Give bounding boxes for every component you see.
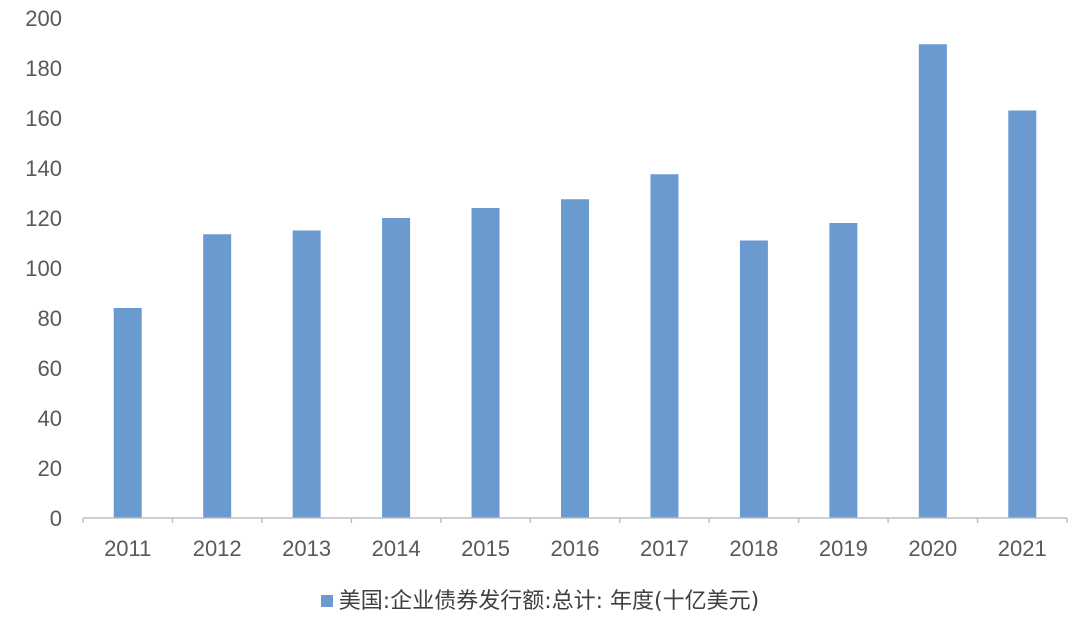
x-tick-label: 2019 — [819, 536, 868, 561]
y-tick-label: 20 — [38, 456, 62, 481]
x-tick-label: 2015 — [461, 536, 510, 561]
y-tick-label: 0 — [50, 506, 62, 531]
x-tick-label: 2018 — [729, 536, 778, 561]
x-tick-label: 2013 — [282, 536, 331, 561]
x-tick-label: 2021 — [998, 536, 1047, 561]
y-tick-label: 40 — [38, 406, 62, 431]
bar — [382, 218, 411, 518]
bar — [561, 199, 589, 518]
y-tick-label: 200 — [25, 6, 62, 31]
y-tick-label: 180 — [25, 56, 62, 81]
bar — [203, 234, 232, 518]
x-axis: 2011 2012 2013 2014 2015 2016 2017 2018 2019 2020… — [82, 518, 1068, 561]
x-tick-label: 2016 — [551, 536, 600, 561]
bar — [650, 174, 679, 518]
bar — [471, 208, 500, 518]
y-tick-label: 100 — [25, 256, 62, 281]
x-tick-label: 2011 — [104, 536, 151, 561]
bar-series — [113, 44, 1037, 518]
legend: 美国:企业债券发行额:总计: 年度(十亿美元) — [0, 583, 1080, 615]
y-axis: 0 20 40 60 80 100 120 140 160 180 200 — [25, 6, 62, 531]
bar-chart: 0 20 40 60 80 100 120 140 160 180 200 2011 2012 2013… — [25, 6, 1068, 561]
bar — [1008, 110, 1037, 518]
y-tick-label: 120 — [25, 206, 62, 231]
legend-swatch — [320, 595, 333, 607]
x-tick-label: 2020 — [908, 536, 957, 561]
y-tick-label: 140 — [25, 156, 62, 181]
y-tick-label: 80 — [38, 306, 62, 331]
x-tick-label: 2012 — [193, 536, 242, 561]
bar — [739, 240, 768, 518]
x-tick-label: 2017 — [640, 536, 689, 561]
legend-label: 美国:企业债券发行额:总计: 年度(十亿美元) — [338, 589, 760, 614]
bar — [829, 223, 858, 518]
bar — [918, 44, 947, 518]
bar — [113, 308, 142, 518]
x-tick-label: 2014 — [372, 536, 421, 561]
bar — [292, 230, 321, 518]
y-tick-label: 160 — [25, 106, 62, 131]
y-tick-label: 60 — [38, 356, 62, 381]
